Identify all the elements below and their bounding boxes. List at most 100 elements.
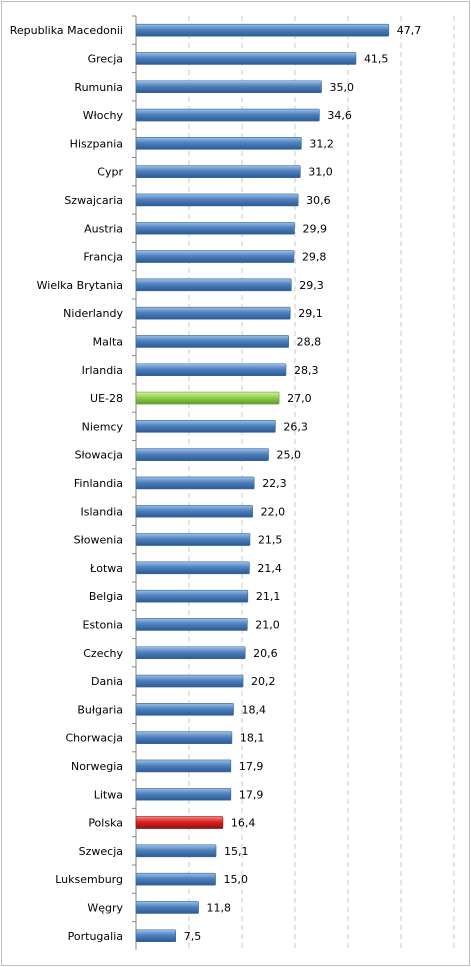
data-label: 22,3: [262, 477, 287, 490]
bar: [135, 787, 232, 801]
category-labels: Republika Macedonii Grecja Rumunia Włochy Hi…: [10, 24, 124, 943]
bar: [135, 674, 244, 688]
category-label: Irlandia: [82, 364, 123, 377]
category-label: Szwecja: [79, 845, 123, 858]
data-label: 18,4: [242, 703, 267, 716]
category-label: Łotwa: [89, 562, 123, 575]
bar: [135, 221, 295, 235]
data-label: 27,0: [287, 392, 312, 405]
category-label: UE-28: [90, 392, 123, 405]
category-label: Republika Macedonii: [10, 24, 123, 37]
bar: [135, 363, 287, 377]
data-label: 26,3: [283, 420, 308, 433]
data-label: 21,1: [256, 590, 281, 603]
category-label: Malta: [93, 335, 123, 348]
data-label: 21,0: [255, 618, 279, 631]
bars: [135, 23, 390, 943]
data-label: 15,0: [224, 873, 249, 886]
data-label: 15,1: [224, 845, 249, 858]
data-label: 29,3: [299, 279, 324, 292]
bar: [135, 108, 320, 122]
data-label: 21,5: [258, 534, 283, 547]
data-label: 28,8: [297, 335, 322, 348]
bar: [135, 533, 251, 546]
data-label: 29,9: [302, 222, 327, 235]
category-label: Hiszpania: [70, 137, 123, 150]
category-label: Austria: [84, 222, 123, 235]
category-label: Cypr: [97, 166, 123, 179]
category-label: Luksemburg: [55, 873, 123, 886]
category-label: Polska: [88, 817, 123, 830]
bar: [135, 420, 276, 433]
bar: [135, 872, 216, 886]
category-axis: [132, 15, 137, 950]
data-label: 34,6: [327, 109, 352, 122]
category-label: Belgia: [89, 590, 123, 603]
category-label: Islandia: [80, 505, 123, 518]
data-label: 41,5: [364, 52, 389, 65]
data-label: 7,5: [184, 930, 202, 943]
category-label: Grecja: [88, 52, 123, 65]
data-label: 31,0: [308, 166, 333, 179]
data-label: 11,8: [207, 901, 232, 914]
bar: [135, 278, 292, 292]
category-label: Słowacja: [75, 449, 123, 462]
category-label: Finlandia: [74, 477, 123, 490]
data-label: 31,2: [309, 137, 334, 150]
bar: [135, 504, 253, 518]
bar: [135, 306, 291, 320]
data-label: 29,1: [298, 307, 323, 320]
data-label: 21,4: [257, 562, 282, 575]
data-label: 20,6: [253, 647, 278, 660]
data-label: 18,1: [240, 732, 265, 745]
bar: [135, 335, 289, 348]
bar: [135, 250, 295, 263]
category-label: Rumunia: [74, 81, 123, 94]
category-label: Czechy: [83, 647, 123, 660]
data-label: 35,0: [330, 81, 355, 94]
bar: [135, 165, 301, 178]
bar: [135, 816, 224, 829]
category-label: Chorwacja: [66, 732, 124, 745]
bar: [135, 929, 177, 943]
category-label: Dania: [91, 675, 123, 688]
bar: [135, 759, 232, 773]
data-label: 47,7: [397, 24, 422, 37]
bar: [135, 561, 250, 575]
bar: [135, 80, 322, 94]
data-label: 16,4: [231, 817, 256, 830]
bar: [135, 589, 249, 603]
data-label: 17,9: [239, 760, 264, 773]
category-label: Węgry: [87, 901, 123, 914]
data-label: 25,0: [277, 449, 302, 462]
bar: [135, 448, 269, 461]
category-label: Estonia: [83, 618, 124, 631]
bar: [135, 618, 248, 631]
data-label: 20,2: [251, 675, 276, 688]
category-label: Francja: [83, 251, 123, 264]
category-label: Bułgaria: [77, 703, 123, 716]
bar: [135, 193, 299, 207]
category-label: Szwajcaria: [64, 194, 123, 207]
category-label: Litwa: [94, 788, 123, 801]
data-label: 17,9: [239, 788, 264, 801]
bar: [135, 391, 280, 405]
category-label: Portugalia: [68, 930, 123, 943]
category-label: Wielka Brytania: [37, 279, 123, 292]
category-label: Norwegia: [71, 760, 123, 773]
value-labels: 47,7 41,5 35,0 34,6 31,2 31,0 30,6 29,9 29,8 29,3…: [184, 24, 422, 943]
data-label: 29,8: [302, 251, 327, 264]
bar: [135, 901, 199, 914]
category-label: Włochy: [83, 109, 124, 122]
bar: [135, 52, 357, 65]
data-label: 30,6: [306, 194, 331, 207]
bar: [135, 646, 246, 660]
bar: [135, 137, 302, 150]
category-label: Niemcy: [82, 420, 124, 433]
bar: [135, 476, 255, 490]
data-label: 22,0: [261, 505, 286, 518]
category-label: Niderlandy: [63, 307, 123, 320]
bar: [135, 23, 390, 37]
bar: [135, 703, 234, 716]
